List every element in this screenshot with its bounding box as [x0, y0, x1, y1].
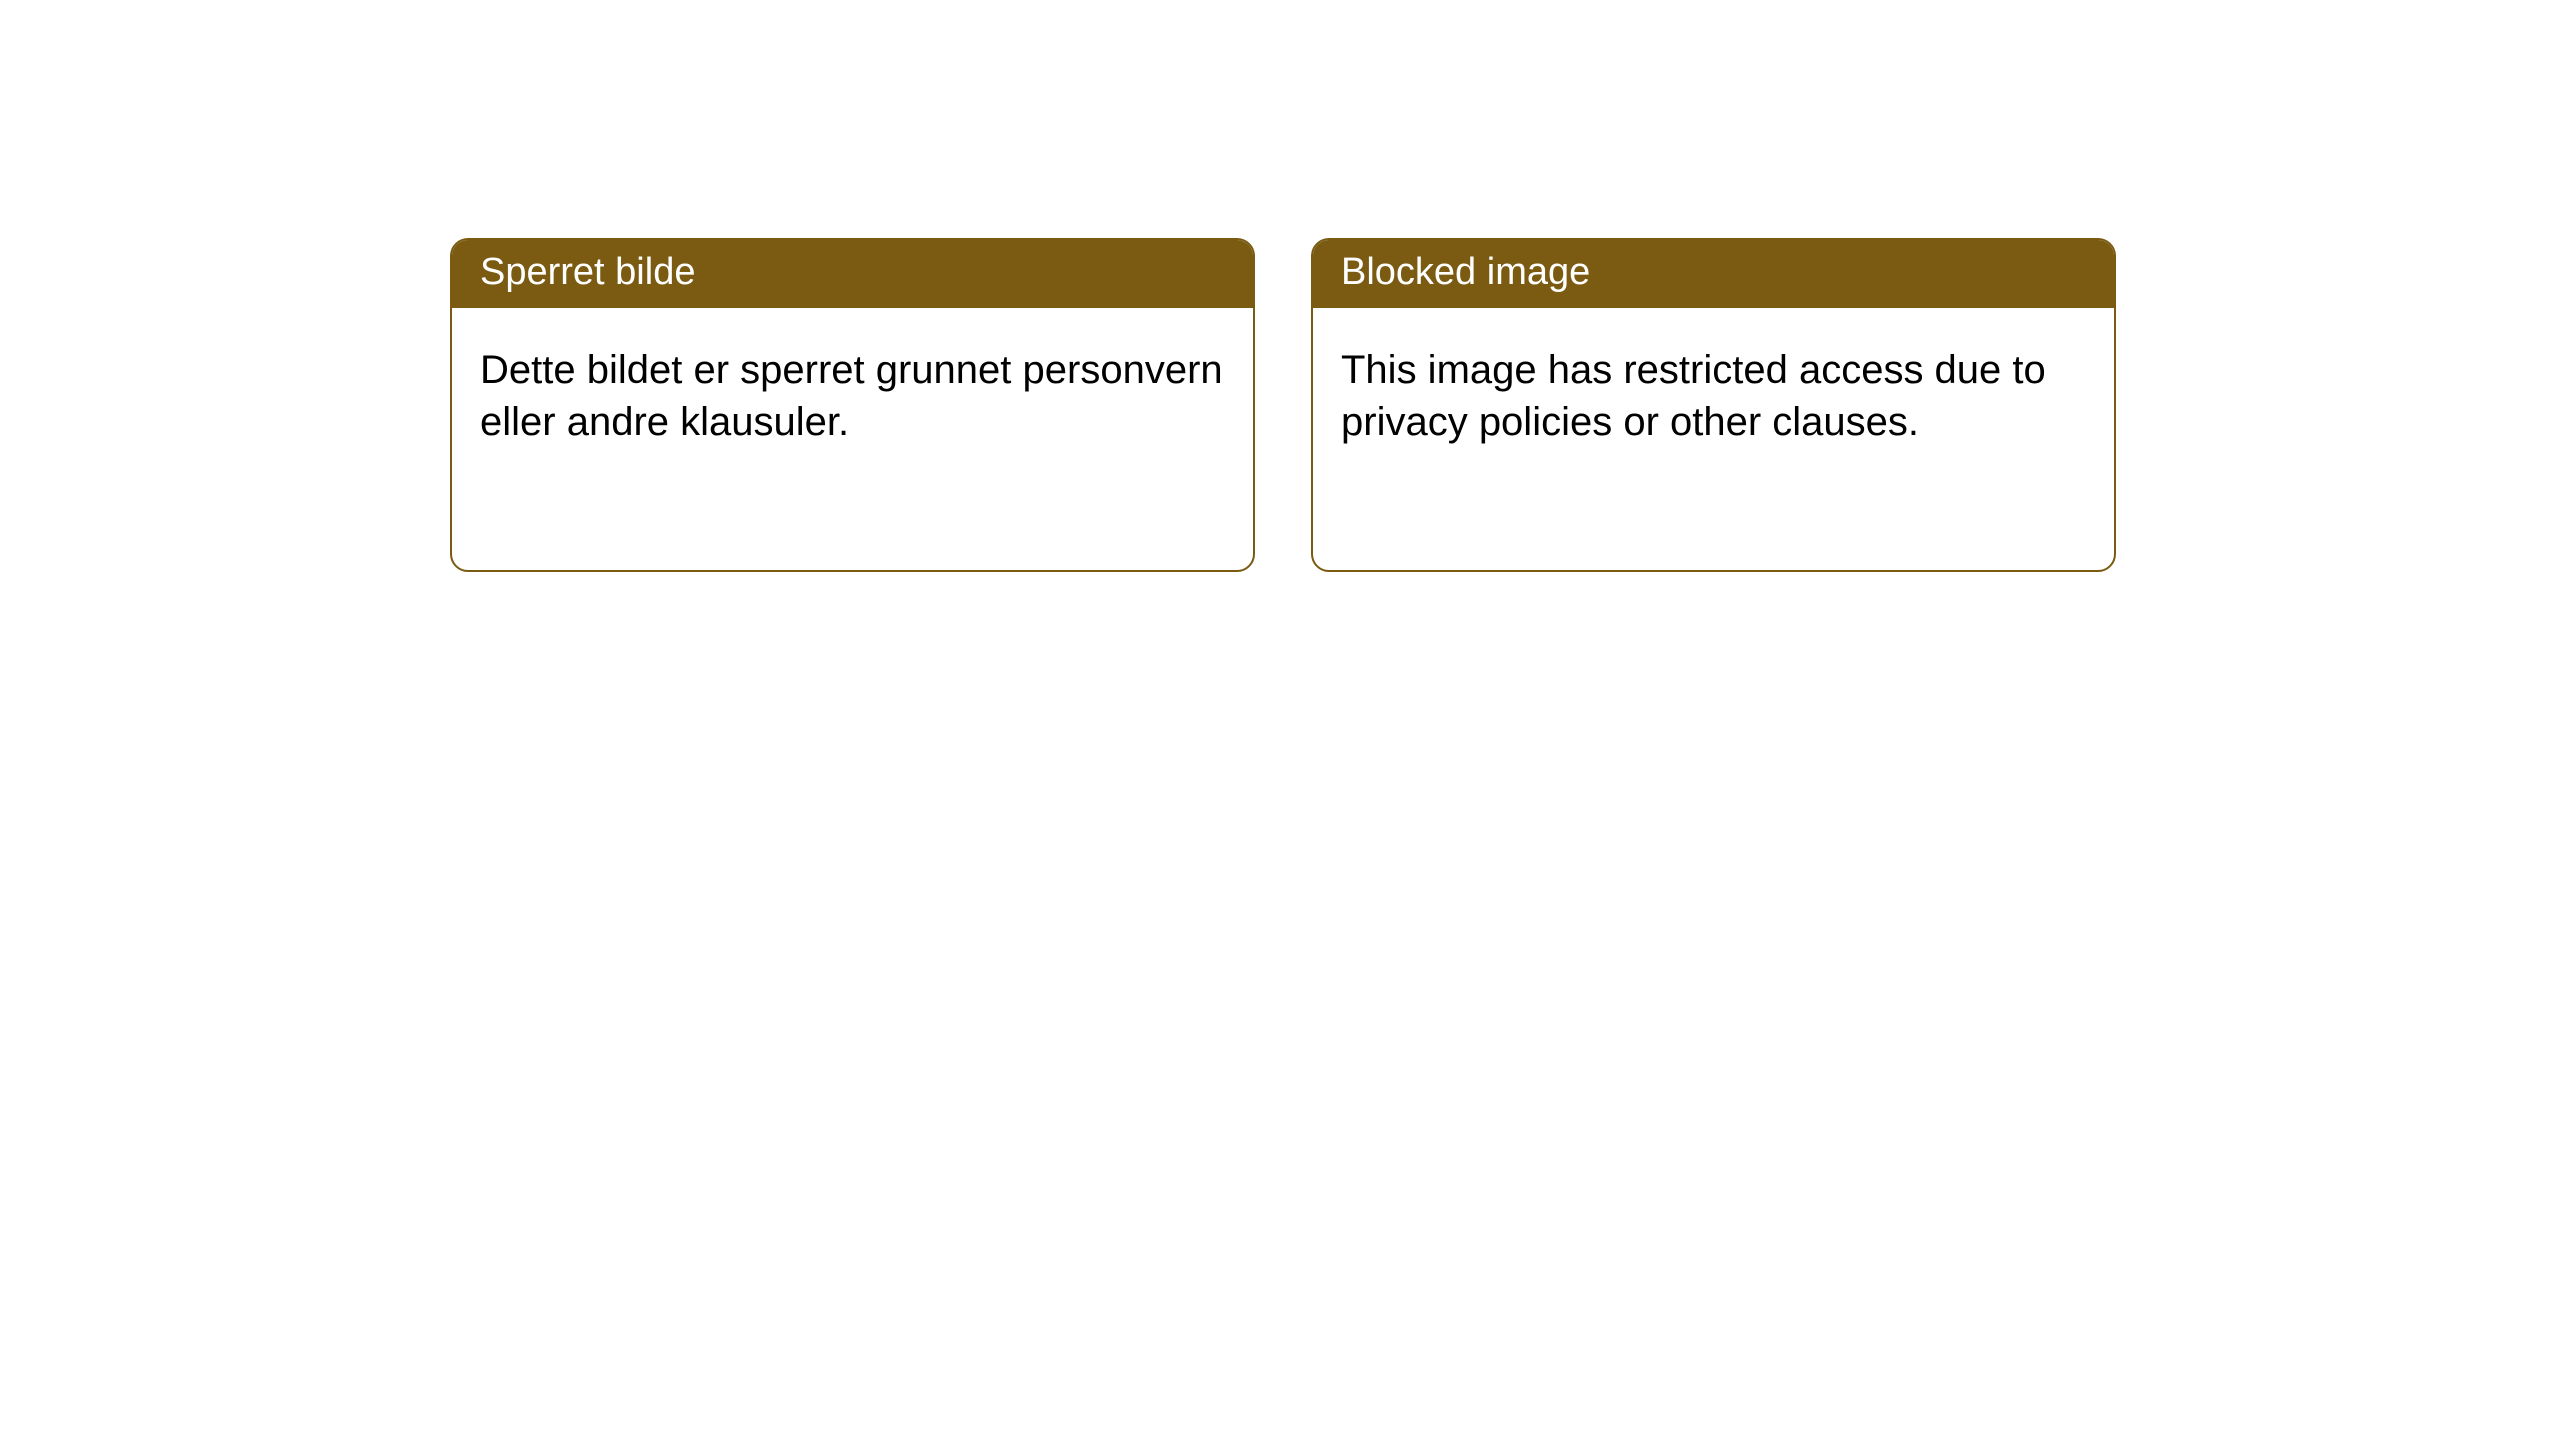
notice-body-no: Dette bildet er sperret grunnet personve…	[452, 308, 1253, 476]
notice-card-no: Sperret bilde Dette bildet er sperret gr…	[450, 238, 1255, 572]
notice-card-en: Blocked image This image has restricted …	[1311, 238, 2116, 572]
notice-header-en: Blocked image	[1313, 240, 2114, 308]
notice-body-en: This image has restricted access due to …	[1313, 308, 2114, 476]
notice-header-no: Sperret bilde	[452, 240, 1253, 308]
notice-container: Sperret bilde Dette bildet er sperret gr…	[450, 238, 2116, 572]
